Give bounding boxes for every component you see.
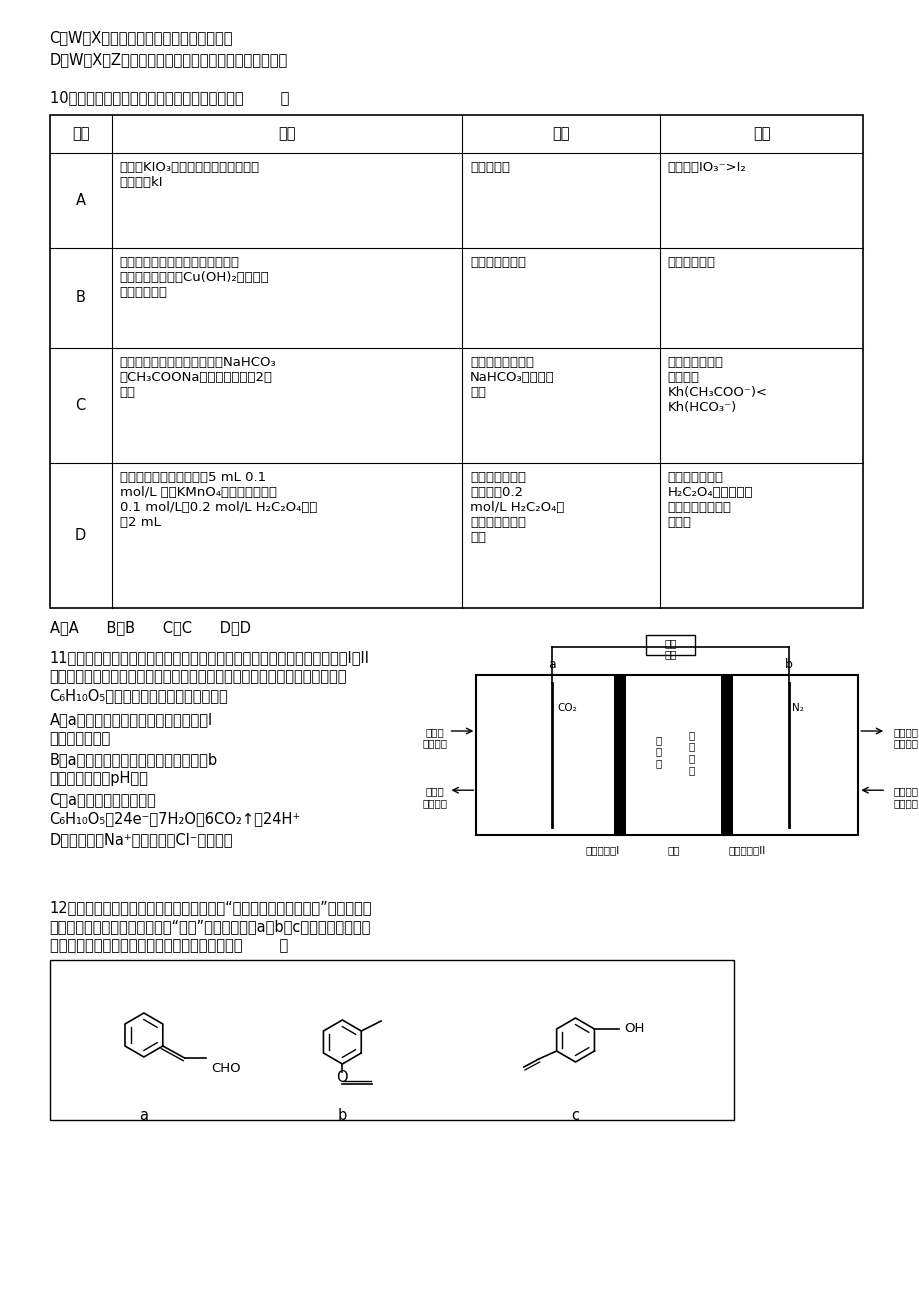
Text: D．中间室中Na⁺移向左室，Cl⁻移向右室: D．中间室中Na⁺移向左室，Cl⁻移向右室 xyxy=(50,832,233,848)
Text: 低浓度
有机废水: 低浓度 有机废水 xyxy=(422,727,447,749)
Text: 厌
氧
菌: 厌 氧 菌 xyxy=(654,736,661,768)
Bar xyxy=(613,674,625,835)
Text: D．W、X、Z三种元素组成的化合物的水溶液可能显碱性: D．W、X、Z三种元素组成的化合物的水溶液可能显碱性 xyxy=(50,52,288,66)
Text: C: C xyxy=(75,398,85,413)
Bar xyxy=(645,635,695,655)
Text: 两份溶液均变红，
NaHCO₃溶液红色
更深: 两份溶液均变红， NaHCO₃溶液红色 更深 xyxy=(470,355,554,398)
Text: 是钓离子交换膜: 是钓离子交换膜 xyxy=(50,730,111,746)
Text: A．A      B．B      C．C      D．D: A．A B．B C．C D．D xyxy=(50,620,250,635)
Text: 反
硝
化
菌: 反 硝 化 菌 xyxy=(687,730,694,775)
Text: 淠粉没有水解: 淠粉没有水解 xyxy=(667,256,715,270)
Text: 实验: 实验 xyxy=(278,126,295,142)
Text: B: B xyxy=(75,290,85,306)
Text: 11．一种三室微生物燃料电池污水净化系统原理如图所示，其中离子交换膜I、II: 11．一种三室微生物燃料电池污水净化系统原理如图所示，其中离子交换膜I、II xyxy=(50,650,369,665)
Text: C．a电极的电极反应式为: C．a电极的电极反应式为 xyxy=(50,792,156,807)
Text: 原料，其结构如下图所示。下列说法不正确的是（        ）: 原料，其结构如下图所示。下列说法不正确的是（ ） xyxy=(50,937,288,953)
Text: 12．法国、美国、荷兰的三位科学家因研究“分子机器的设计与合成”获得诺贝尔: 12．法国、美国、荷兰的三位科学家因研究“分子机器的设计与合成”获得诺贝尔 xyxy=(50,900,371,915)
Text: N₂: N₂ xyxy=(791,703,803,713)
Bar xyxy=(50,960,733,1120)
Text: b: b xyxy=(785,659,792,672)
Bar xyxy=(720,674,732,835)
Text: 常温下的水解平
衡常数：
Kh(CH₃COO⁻)<
Kh(HCO₃⁻): 常温下的水解平 衡常数： Kh(CH₃COO⁻)< Kh(HCO₃⁻) xyxy=(667,355,767,414)
Text: 结论: 结论 xyxy=(752,126,769,142)
Text: 无红色沉淠生成: 无红色沉淠生成 xyxy=(470,256,526,270)
Text: 负载
淡水: 负载 淡水 xyxy=(664,638,676,659)
Text: D: D xyxy=(75,529,86,543)
Bar xyxy=(50,115,862,608)
Text: C．W、X元素组成的化合物一定只含离子键: C．W、X元素组成的化合物一定只含离子键 xyxy=(50,30,233,46)
Text: 高浓度硝
酸根废水: 高浓度硝 酸根废水 xyxy=(892,786,917,807)
Text: A: A xyxy=(75,193,85,208)
Text: 离子交换膜II: 离子交换膜II xyxy=(728,845,766,855)
Text: 向添有KIO₃的食盐中加入淠粉溶液、
稀盐酸及kI: 向添有KIO₃的食盐中加入淠粉溶液、 稀盐酸及kI xyxy=(119,161,259,189)
Text: CHO: CHO xyxy=(211,1061,241,1074)
Text: 离子交换膜I: 离子交换膜I xyxy=(584,845,619,855)
Text: 常温下，向等体积、等浓度的NaHCO₃
和CH₃COONa溶液中分别滴加2滴
酔酮: 常温下，向等体积、等浓度的NaHCO₃ 和CH₃COONa溶液中分别滴加2滴 酔… xyxy=(119,355,277,398)
Text: 现象: 现象 xyxy=(551,126,569,142)
Text: 两试管溶液均褪
色，且加0.2
mol/L H₂C₂O₄溶
液的试管中褪色
更快: 两试管溶液均褪 色，且加0.2 mol/L H₂C₂O₄溶 液的试管中褪色 更快 xyxy=(470,471,564,544)
Text: 低浓度硝
酸根废水: 低浓度硝 酸根废水 xyxy=(892,727,917,749)
Text: 咸水: 咸水 xyxy=(666,845,679,855)
Text: 10．由下列实验及现象不能推出相应结论的是（        ）: 10．由下列实验及现象不能推出相应结论的是（ ） xyxy=(50,90,289,105)
Text: 电极附近溶液的pH减小: 电极附近溶液的pH减小 xyxy=(50,771,148,786)
Text: 分别是氯离子交换膜和钓离子交换膜中的一种，图中有机废水中的有机物可用: 分别是氯离子交换膜和钓离子交换膜中的一种，图中有机废水中的有机物可用 xyxy=(50,669,346,684)
Text: 其它条件不变，
H₂C₂O₄溶液的浓度
越大，化学反应速
率越大: 其它条件不变， H₂C₂O₄溶液的浓度 越大，化学反应速 率越大 xyxy=(667,471,753,529)
Text: 选项: 选项 xyxy=(72,126,89,142)
Text: 化学奖。轮烷是一种分子机器的“轮子”，芳香化合物a、b、c是合成轮烷的三种: 化学奖。轮烷是一种分子机器的“轮子”，芳香化合物a、b、c是合成轮烷的三种 xyxy=(50,919,370,934)
Text: 氧化性：IO₃⁻>I₂: 氧化性：IO₃⁻>I₂ xyxy=(667,161,745,174)
Text: a: a xyxy=(548,659,555,672)
Text: 常温时，用两支试管各匹5 mL 0.1
mol/L 酸性KMnO₄溶液，分别加入
0.1 mol/L和0.2 mol/L H₂C₂O₄溶液
吅2 mL: 常温时，用两支试管各匹5 mL 0.1 mol/L 酸性KMnO₄溶液，分别加入… xyxy=(119,471,317,529)
Text: C₆H₁₀O₅表示。下列有关说法正确的是（: C₆H₁₀O₅表示。下列有关说法正确的是（ xyxy=(50,687,228,703)
Text: C₆H₁₀O₅－24e⁻＋7H₂O＝6CO₂↑＋24H⁺: C₆H₁₀O₅－24e⁻＋7H₂O＝6CO₂↑＋24H⁺ xyxy=(50,811,301,825)
Text: B．a电极附近溶液的氯离子浓度增大，b: B．a电极附近溶液的氯离子浓度增大，b xyxy=(50,753,218,767)
Text: 淠粉溶液在硫酸存在下加热一段时
间后，再与新制的Cu(OH)₂悬浊液混
合，加热煮汸: 淠粉溶液在硫酸存在下加热一段时 间后，再与新制的Cu(OH)₂悬浊液混 合，加热… xyxy=(119,256,269,299)
Text: c: c xyxy=(571,1108,579,1124)
Text: OH: OH xyxy=(623,1022,644,1035)
Text: a: a xyxy=(140,1108,148,1124)
Text: 溶液变蓝色: 溶液变蓝色 xyxy=(470,161,509,174)
Text: CO₂: CO₂ xyxy=(556,703,576,713)
Bar xyxy=(476,674,857,835)
Text: b: b xyxy=(337,1108,346,1124)
Text: 高浓度
有机废水: 高浓度 有机废水 xyxy=(422,786,447,807)
Text: O: O xyxy=(336,1070,347,1086)
Text: A．a电极为该电池的负极，离子交换膜I: A．a电极为该电池的负极，离子交换膜I xyxy=(50,712,212,727)
